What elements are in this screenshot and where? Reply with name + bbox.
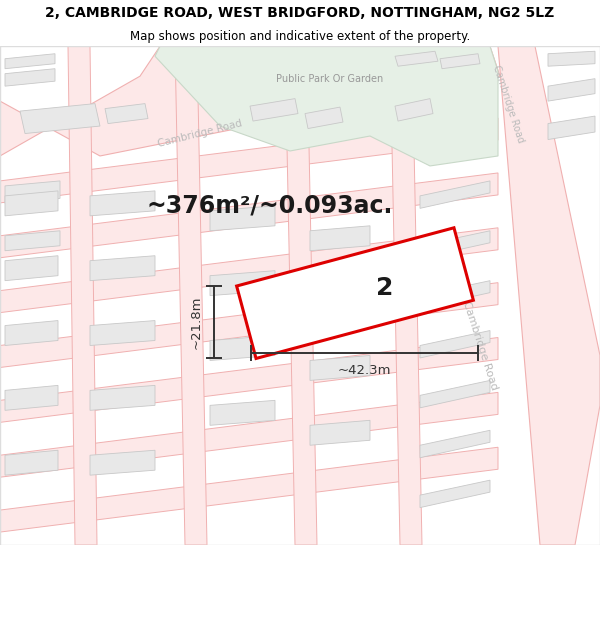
Polygon shape bbox=[420, 331, 490, 358]
Polygon shape bbox=[310, 421, 370, 445]
Polygon shape bbox=[236, 228, 473, 359]
Polygon shape bbox=[105, 104, 148, 124]
Polygon shape bbox=[390, 46, 422, 545]
Polygon shape bbox=[420, 231, 490, 258]
Polygon shape bbox=[155, 46, 498, 166]
Text: Cambridge Road: Cambridge Road bbox=[491, 64, 525, 144]
Polygon shape bbox=[0, 448, 498, 532]
Polygon shape bbox=[5, 54, 55, 69]
Polygon shape bbox=[90, 450, 155, 475]
Text: 2, CAMBRIDGE ROAD, WEST BRIDGFORD, NOTTINGHAM, NG2 5LZ: 2, CAMBRIDGE ROAD, WEST BRIDGFORD, NOTTI… bbox=[46, 6, 554, 20]
Polygon shape bbox=[395, 99, 433, 121]
Polygon shape bbox=[0, 173, 498, 258]
Polygon shape bbox=[210, 401, 275, 425]
Polygon shape bbox=[90, 386, 155, 411]
Polygon shape bbox=[310, 356, 370, 381]
Polygon shape bbox=[90, 321, 155, 346]
Text: Map shows position and indicative extent of the property.: Map shows position and indicative extent… bbox=[130, 29, 470, 42]
Polygon shape bbox=[440, 54, 480, 69]
Polygon shape bbox=[0, 282, 498, 368]
Polygon shape bbox=[548, 116, 595, 139]
Text: ~376m²/~0.093ac.: ~376m²/~0.093ac. bbox=[147, 194, 393, 218]
Text: Cambridge Road: Cambridge Road bbox=[461, 300, 499, 391]
Polygon shape bbox=[20, 104, 100, 134]
Text: ~21.8m: ~21.8m bbox=[190, 296, 203, 349]
Polygon shape bbox=[420, 381, 490, 408]
Polygon shape bbox=[0, 392, 498, 478]
Polygon shape bbox=[0, 118, 498, 203]
Text: 2: 2 bbox=[376, 276, 394, 300]
Polygon shape bbox=[210, 336, 275, 361]
Polygon shape bbox=[420, 480, 490, 508]
Polygon shape bbox=[5, 321, 58, 346]
Polygon shape bbox=[250, 99, 298, 121]
Polygon shape bbox=[310, 291, 370, 316]
Polygon shape bbox=[210, 271, 275, 296]
Polygon shape bbox=[5, 386, 58, 411]
Polygon shape bbox=[5, 191, 58, 216]
Text: Public Park Or Garden: Public Park Or Garden bbox=[277, 74, 383, 84]
Polygon shape bbox=[90, 256, 155, 281]
Polygon shape bbox=[420, 281, 490, 308]
Polygon shape bbox=[5, 69, 55, 86]
Polygon shape bbox=[5, 256, 58, 281]
Text: ~42.3m: ~42.3m bbox=[338, 364, 391, 378]
Polygon shape bbox=[548, 51, 595, 66]
Polygon shape bbox=[90, 191, 155, 216]
Polygon shape bbox=[68, 46, 97, 545]
Polygon shape bbox=[0, 338, 498, 422]
Polygon shape bbox=[310, 226, 370, 251]
Polygon shape bbox=[548, 79, 595, 101]
Polygon shape bbox=[285, 46, 317, 545]
Polygon shape bbox=[5, 450, 58, 475]
Polygon shape bbox=[420, 181, 490, 208]
Polygon shape bbox=[305, 107, 343, 129]
Polygon shape bbox=[5, 181, 60, 203]
Polygon shape bbox=[420, 430, 490, 457]
Text: Cambridge Road: Cambridge Road bbox=[157, 118, 243, 149]
Polygon shape bbox=[395, 51, 438, 66]
Polygon shape bbox=[0, 46, 500, 156]
Polygon shape bbox=[210, 206, 275, 231]
Polygon shape bbox=[498, 46, 600, 545]
Polygon shape bbox=[175, 46, 207, 545]
Polygon shape bbox=[0, 228, 498, 312]
Polygon shape bbox=[5, 231, 60, 251]
